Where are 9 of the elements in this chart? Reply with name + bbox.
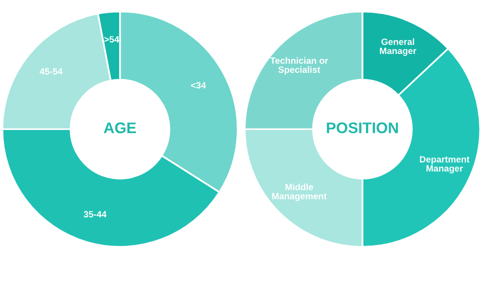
slice-label: Middle Management [272,184,327,202]
slice-label: General Manager [380,38,416,56]
slice-label: Technician or Specialist [270,57,328,75]
slice-label: 45-54 [40,68,63,75]
slice-label: Department Manager [420,156,470,174]
text: POSITION [326,122,398,134]
slice-label: <34 [191,82,206,89]
text: AGE [104,122,136,134]
slice-label: 35-44 [84,211,107,218]
